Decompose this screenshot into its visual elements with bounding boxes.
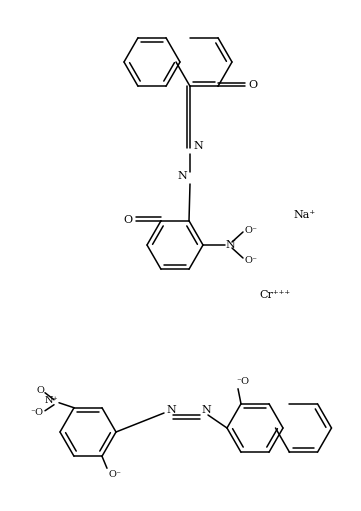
Text: O: O [123,215,132,225]
Text: N: N [177,171,187,181]
Text: Cr⁺⁺⁺: Cr⁺⁺⁺ [260,290,291,300]
Text: N: N [225,240,235,250]
Text: O: O [36,386,44,395]
Text: O⁻: O⁻ [244,256,257,265]
Text: N: N [201,405,211,415]
Text: O⁻: O⁻ [109,470,122,479]
Text: ⁻O: ⁻O [236,377,249,386]
Text: N: N [193,141,203,151]
Text: O⁻: O⁻ [244,225,257,235]
Text: Na⁺: Na⁺ [294,210,316,220]
Text: O: O [248,80,257,90]
Text: N⁺: N⁺ [44,396,58,405]
Text: ⁻O: ⁻O [30,408,43,417]
Text: N: N [166,405,176,415]
